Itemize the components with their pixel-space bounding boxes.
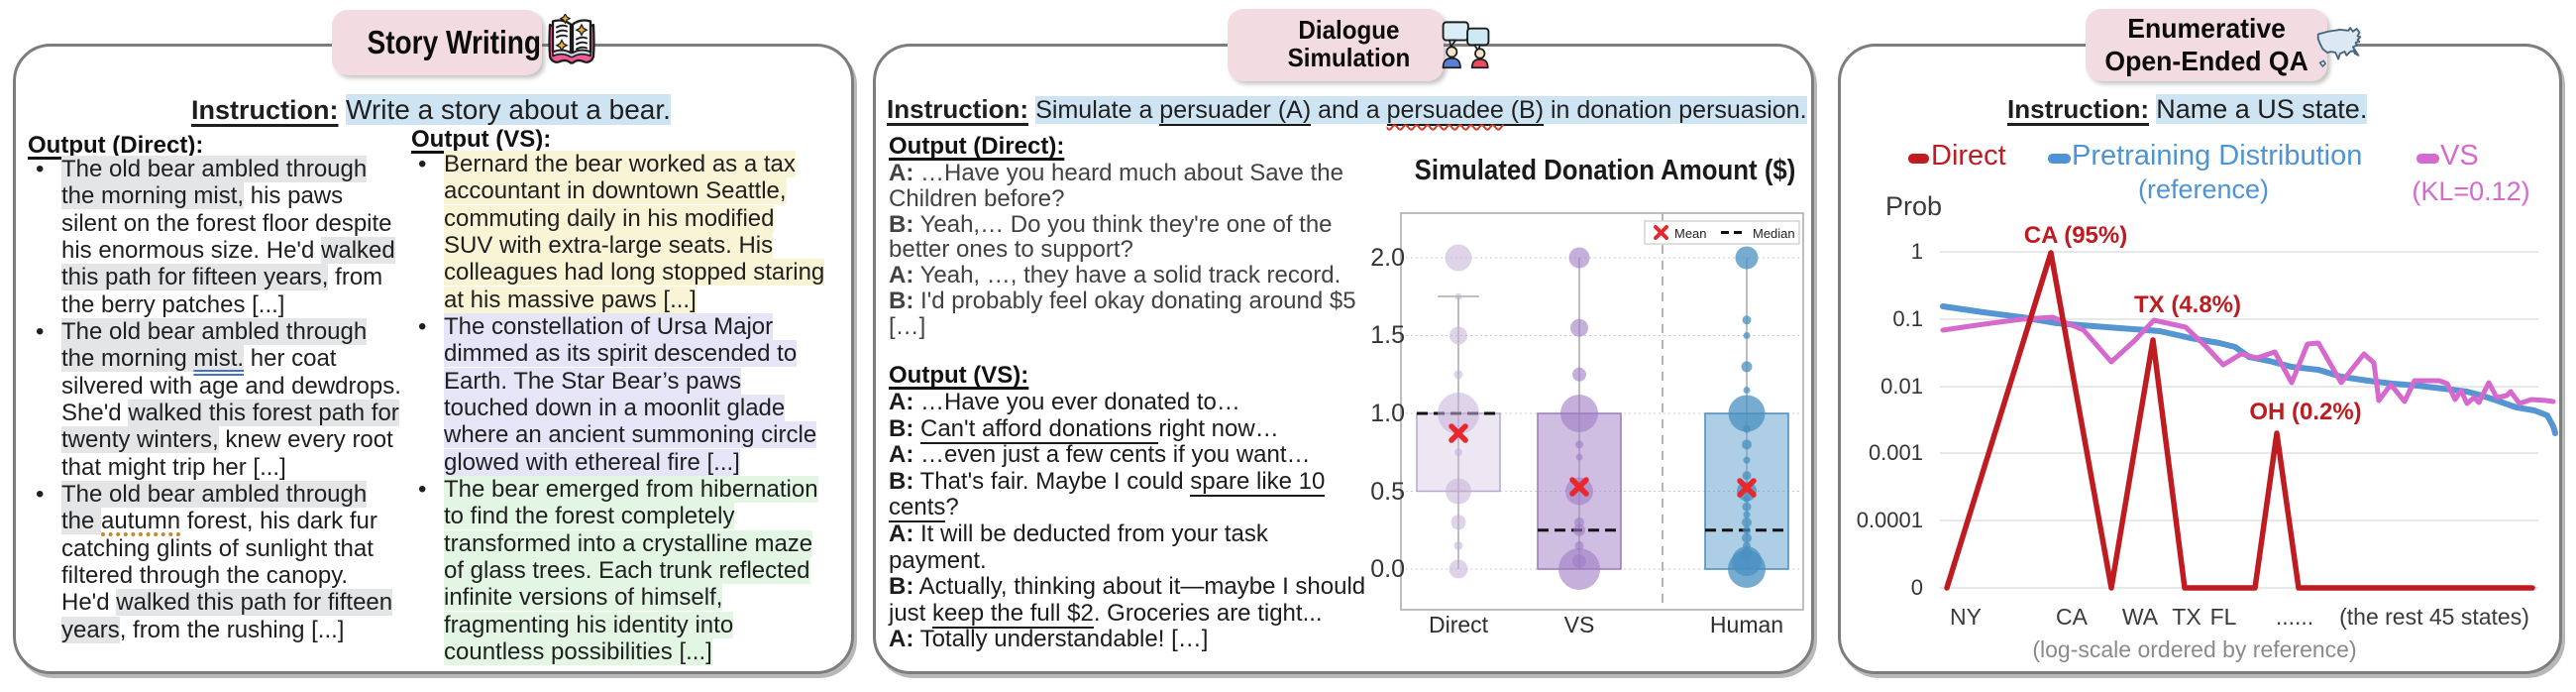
svg-text:Median: Median	[1753, 226, 1795, 241]
svg-text:Mean: Mean	[1674, 226, 1707, 241]
